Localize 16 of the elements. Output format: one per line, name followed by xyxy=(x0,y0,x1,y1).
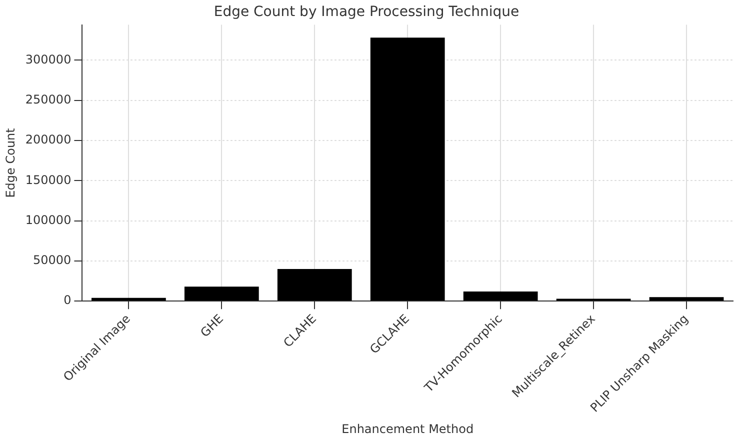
bar xyxy=(370,38,445,301)
y-tick-label: 300000 xyxy=(25,52,72,66)
bar xyxy=(184,286,259,301)
y-axis-title: Edge Count xyxy=(3,128,18,198)
y-tick-label: 150000 xyxy=(25,172,72,187)
bar xyxy=(277,268,352,301)
bar xyxy=(463,291,538,301)
y-tick-label: 50000 xyxy=(33,253,72,268)
y-tick-label: 200000 xyxy=(25,132,72,147)
bar xyxy=(92,298,166,301)
x-axis-title: Enhancement Method xyxy=(342,422,474,436)
y-tick-label: 0 xyxy=(64,293,72,308)
y-tick-label: 100000 xyxy=(25,212,72,227)
chart-title: Edge Count by Image Processing Technique xyxy=(214,4,520,20)
y-tick-label: 250000 xyxy=(25,92,72,106)
bar xyxy=(649,297,724,301)
